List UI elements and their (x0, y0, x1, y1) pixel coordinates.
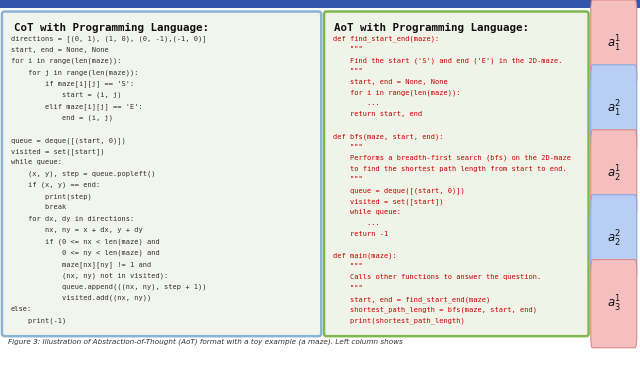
FancyBboxPatch shape (591, 65, 637, 153)
Text: if (0 <= nx < len(maze) and: if (0 <= nx < len(maze) and (11, 238, 160, 245)
Text: Performs a breadth-first search (bfs) on the 2D-maze: Performs a breadth-first search (bfs) on… (333, 155, 571, 161)
Text: for i in range(len(maze)):: for i in range(len(maze)): (11, 58, 122, 64)
Text: $a_2^2$: $a_2^2$ (607, 229, 621, 249)
Text: Find the start ('S') and end ('E') in the 2D-maze.: Find the start ('S') and end ('E') in th… (333, 57, 563, 64)
Text: shortest_path_length = bfs(maze, start, end): shortest_path_length = bfs(maze, start, … (333, 307, 537, 313)
Text: start, end = None, None: start, end = None, None (11, 46, 109, 53)
Text: start = (i, j): start = (i, j) (11, 92, 122, 98)
Text: (x, y), step = queue.popleft(): (x, y), step = queue.popleft() (11, 171, 156, 177)
Text: elif maze[i][j] == 'E':: elif maze[i][j] == 'E': (11, 103, 143, 110)
FancyBboxPatch shape (591, 0, 637, 88)
Text: print(step): print(step) (11, 193, 92, 200)
Text: if maze[i][j] == 'S':: if maze[i][j] == 'S': (11, 81, 134, 87)
Text: $a_3^1$: $a_3^1$ (607, 294, 621, 314)
Text: visited = set([start]): visited = set([start]) (333, 198, 444, 205)
Text: start, end = None, None: start, end = None, None (333, 79, 448, 85)
Text: def bfs(maze, start, end):: def bfs(maze, start, end): (333, 133, 444, 139)
Text: while queue:: while queue: (333, 209, 401, 215)
Text: if (x, y) == end:: if (x, y) == end: (11, 182, 100, 188)
Text: print(-1): print(-1) (11, 317, 67, 324)
Text: """: """ (333, 263, 363, 269)
FancyBboxPatch shape (591, 130, 637, 218)
Text: $a_1^2$: $a_1^2$ (607, 99, 621, 119)
Text: CoT with Programming Language:: CoT with Programming Language: (14, 22, 209, 33)
FancyBboxPatch shape (591, 195, 637, 283)
Text: """: """ (333, 46, 363, 52)
Text: visited = set([start]): visited = set([start]) (11, 148, 104, 155)
Text: def main(maze):: def main(maze): (333, 253, 397, 259)
Text: """: """ (333, 176, 363, 183)
Text: 0 <= ny < len(maze) and: 0 <= ny < len(maze) and (11, 250, 160, 256)
Text: ...: ... (333, 220, 380, 226)
Text: to find the shortest path length from start to end.: to find the shortest path length from st… (333, 166, 567, 172)
Text: for i in range(len(maze)):: for i in range(len(maze)): (333, 90, 461, 96)
Text: visited.add((nx, ny)): visited.add((nx, ny)) (11, 295, 152, 301)
FancyBboxPatch shape (591, 259, 637, 348)
Text: queue.append(((nx, ny), step + 1)): queue.append(((nx, ny), step + 1)) (11, 283, 207, 290)
Text: """: """ (333, 144, 363, 150)
Text: return start, end: return start, end (333, 111, 422, 117)
Text: maze[nx][ny] != 1 and: maze[nx][ny] != 1 and (11, 261, 152, 268)
Text: for j in range(len(maze)):: for j in range(len(maze)): (11, 69, 139, 76)
Text: nx, ny = x + dx, y + dy: nx, ny = x + dx, y + dy (11, 227, 143, 233)
Text: start, end = find_start_end(maze): start, end = find_start_end(maze) (333, 296, 490, 303)
Text: AoT with Programming Language:: AoT with Programming Language: (334, 22, 529, 33)
Text: Calls other functions to answer the question.: Calls other functions to answer the ques… (333, 274, 541, 280)
Text: for dx, dy in directions:: for dx, dy in directions: (11, 216, 134, 222)
Text: return -1: return -1 (333, 231, 388, 237)
Text: Figure 3: Illustration of Abstraction-of-Thought (AoT) format with a toy example: Figure 3: Illustration of Abstraction-of… (8, 339, 403, 345)
Text: while queue:: while queue: (11, 159, 62, 165)
Text: queue = deque([(start, 0)]): queue = deque([(start, 0)]) (333, 187, 465, 194)
Text: print(shortest_path_length): print(shortest_path_length) (333, 318, 465, 324)
Text: """: """ (333, 68, 363, 74)
Text: def find_start_end(maze):: def find_start_end(maze): (333, 36, 439, 42)
FancyBboxPatch shape (324, 11, 589, 336)
Text: """: """ (333, 285, 363, 291)
Text: ...: ... (333, 101, 380, 107)
Text: end = (i, j): end = (i, j) (11, 114, 113, 121)
Text: $a_2^1$: $a_2^1$ (607, 164, 621, 184)
FancyBboxPatch shape (2, 11, 321, 336)
Text: break: break (11, 205, 67, 210)
Text: $a_1^1$: $a_1^1$ (607, 34, 621, 54)
Text: directions = [(0, 1), (1, 0), (0, -1),(-1, 0)]: directions = [(0, 1), (1, 0), (0, -1),(-… (11, 36, 207, 42)
Text: queue = deque([(start, 0)]): queue = deque([(start, 0)]) (11, 137, 126, 143)
Text: else:: else: (11, 306, 33, 312)
Text: (nx, ny) not in visited):: (nx, ny) not in visited): (11, 272, 168, 279)
